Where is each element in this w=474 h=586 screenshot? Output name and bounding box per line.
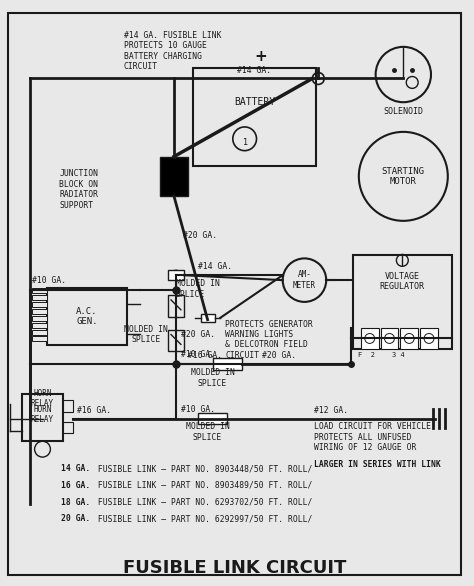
Text: FUSIBLE LINK – PART NO. 8903448/50 FT. ROLL/: FUSIBLE LINK – PART NO. 8903448/50 FT. R… [93, 464, 312, 473]
Bar [201, 314, 215, 322]
Bar [32, 336, 47, 342]
Bar [361, 328, 379, 349]
Text: HORN
RELAY: HORN RELAY [31, 389, 54, 408]
Bar [381, 328, 398, 349]
Bar [32, 329, 47, 335]
Text: MOLDED IN
SPLICE: MOLDED IN SPLICE [186, 423, 229, 442]
Text: #16 GA.: #16 GA. [188, 351, 222, 360]
Text: LOAD CIRCUIT FOR VEHICLE
PROTECTS ALL UNFUSED
WIRING OF 12 GAUGE OR: LOAD CIRCUIT FOR VEHICLE PROTECTS ALL UN… [314, 423, 431, 452]
Bar [32, 323, 47, 328]
Text: JUNCTION
BLOCK ON
RADIATOR
SUPPORT: JUNCTION BLOCK ON RADIATOR SUPPORT [59, 169, 98, 210]
Bar [32, 288, 47, 293]
Text: #12 GA.: #12 GA. [314, 406, 348, 414]
Text: MOLDED IN
SPLICE: MOLDED IN SPLICE [176, 279, 220, 298]
Bar [22, 394, 63, 441]
Text: MOLDED IN
SPLICE: MOLDED IN SPLICE [124, 325, 168, 344]
Bar [168, 329, 184, 352]
Bar [63, 421, 73, 434]
Text: BATTERY: BATTERY [234, 97, 275, 107]
Bar [193, 67, 316, 166]
Text: A.C.
GEN.: A.C. GEN. [76, 307, 98, 326]
Text: HORN
RELAY: HORN RELAY [31, 405, 54, 424]
Bar [32, 309, 47, 314]
Text: +: + [255, 49, 267, 64]
Text: 20 GA.: 20 GA. [61, 515, 91, 523]
Bar [353, 255, 452, 349]
Text: FUSIBLE LINK CIRCUIT: FUSIBLE LINK CIRCUIT [123, 559, 346, 577]
Text: AM-
METER: AM- METER [293, 271, 316, 290]
Text: FUSIBLE LINK – PART NO. 8903489/50 FT. ROLL/: FUSIBLE LINK – PART NO. 8903489/50 FT. R… [93, 481, 312, 490]
Text: PROTECTS GENERATOR
WARNING LIGHTS
& DELCOTRON FIELD
CIRCUIT: PROTECTS GENERATOR WARNING LIGHTS & DELC… [225, 320, 313, 360]
Bar [32, 295, 47, 300]
Text: #20 GA.: #20 GA. [262, 351, 296, 360]
Text: #10 GA.: #10 GA. [181, 350, 215, 359]
Text: 18 GA.: 18 GA. [61, 498, 91, 507]
Bar [47, 288, 127, 345]
Bar [168, 270, 184, 280]
Bar [160, 156, 188, 196]
Bar [198, 413, 228, 424]
Bar [63, 400, 73, 411]
Bar [32, 316, 47, 321]
Bar [212, 358, 242, 370]
Text: #10 GA.: #10 GA. [181, 404, 215, 414]
Text: F  2    3 4: F 2 3 4 [358, 352, 405, 358]
Text: #20 GA.: #20 GA. [183, 231, 217, 240]
Text: #16 GA.: #16 GA. [77, 406, 111, 414]
Text: MOLDED IN
SPLICE: MOLDED IN SPLICE [191, 368, 235, 387]
Bar [168, 295, 184, 316]
Text: SOLENOID: SOLENOID [383, 107, 423, 116]
Bar [420, 328, 438, 349]
Text: #14 GA. FUSIBLE LINK
PROTECTS 10 GAUGE
BATTERY CHARGING
CIRCUIT: #14 GA. FUSIBLE LINK PROTECTS 10 GAUGE B… [124, 31, 221, 71]
Text: #20 GA.: #20 GA. [181, 329, 215, 339]
Bar [32, 302, 47, 307]
Text: #14 GA.: #14 GA. [237, 66, 272, 74]
Text: LARGER IN SERIES WITH LINK: LARGER IN SERIES WITH LINK [314, 460, 441, 469]
Text: FUSIBLE LINK – PART NO. 6292997/50 FT. ROLL/: FUSIBLE LINK – PART NO. 6292997/50 FT. R… [93, 515, 312, 523]
Text: STARTING
MOTOR: STARTING MOTOR [382, 166, 425, 186]
Text: #10 GA.: #10 GA. [32, 276, 66, 285]
Text: 1: 1 [242, 138, 247, 147]
Text: VOLTAGE
REGULATOR: VOLTAGE REGULATOR [380, 272, 425, 291]
Text: 14 GA.: 14 GA. [61, 464, 91, 473]
Text: #14 GA.: #14 GA. [198, 263, 232, 271]
Bar [401, 328, 418, 349]
Text: FUSIBLE LINK – PART NO. 6293702/50 FT. ROLL/: FUSIBLE LINK – PART NO. 6293702/50 FT. R… [93, 498, 312, 507]
Text: 16 GA.: 16 GA. [61, 481, 91, 490]
